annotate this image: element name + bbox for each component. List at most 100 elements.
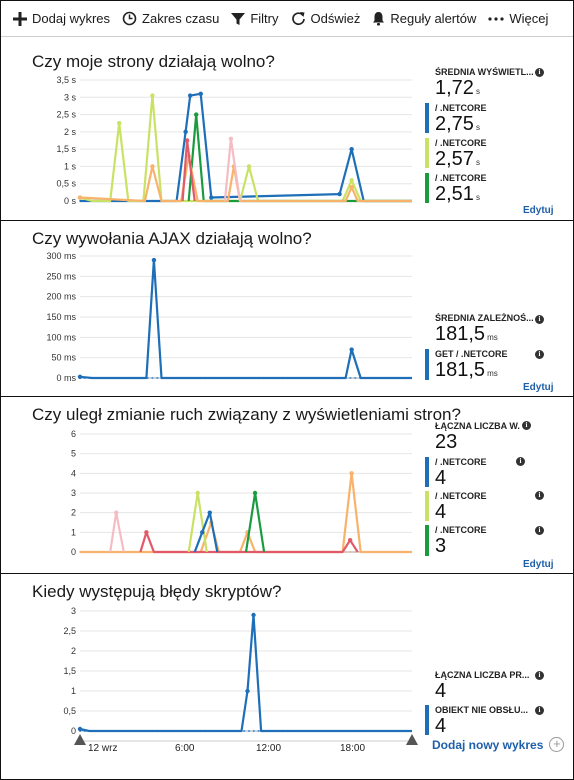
series-color-bar <box>425 173 429 203</box>
data-point <box>349 347 354 352</box>
panel-divider <box>1 396 573 397</box>
refresh-button[interactable]: Odśwież <box>285 1 367 37</box>
panel-title-page-views: Czy moje strony działają wolno? <box>32 52 275 71</box>
info-icon[interactable]: i <box>535 315 544 324</box>
info-icon[interactable]: i <box>516 457 525 466</box>
metric-card[interactable]: / .NETCORE 3 <box>425 525 555 557</box>
series-color-bar <box>425 491 429 521</box>
series-line <box>139 531 359 554</box>
y-tick-label: 1 s <box>64 161 77 171</box>
metric-value: 4 <box>435 715 447 737</box>
info-icon[interactable]: i <box>535 350 544 359</box>
data-point <box>150 164 155 169</box>
edit-link[interactable]: Edytuj <box>523 559 554 570</box>
metric-label: ŁĄCZNA LICZBA W... <box>435 421 520 431</box>
clock-icon <box>122 11 137 26</box>
baseline-dot <box>243 729 246 733</box>
metric-card[interactable]: ŁĄCZNA LICZBA PR... 4 <box>425 670 555 702</box>
info-icon[interactable]: i <box>535 706 544 715</box>
series-color-bar <box>425 349 429 380</box>
y-tick-label: 1 <box>71 527 76 537</box>
series-color-bar <box>425 705 429 735</box>
y-tick-label: 5 <box>71 449 76 459</box>
add-new-chart-button[interactable]: Dodaj nowy wykres + <box>432 737 565 752</box>
info-icon[interactable]: i <box>535 68 544 77</box>
data-point <box>200 530 205 535</box>
data-point <box>183 129 188 135</box>
panel-title-script-errors: Kiedy występują błędy skryptów? <box>32 582 282 601</box>
add-new-chart-label: Dodaj nowy wykres <box>432 737 544 752</box>
data-point <box>349 178 354 183</box>
y-tick-label: 0 <box>71 726 76 736</box>
metric-card[interactable]: ŚREDNIA WYŚWIETL... 1,72 s <box>425 67 555 103</box>
data-point <box>207 510 212 515</box>
data-point <box>77 195 83 200</box>
metric-value: 1,72 <box>435 77 474 99</box>
y-tick-label: 0,5 <box>63 706 76 716</box>
info-icon[interactable]: i <box>535 671 544 680</box>
metric-label: ŚREDNIA ZALEŻNOŚ... <box>435 313 534 323</box>
series-line <box>193 511 219 553</box>
metric-card[interactable]: / .NETCORE 4 <box>425 457 555 489</box>
panel-title-ajax: Czy wywołania AJAX działają wolno? <box>32 229 312 248</box>
metric-card[interactable]: / .NETCORE 4 <box>425 491 555 523</box>
filters-label: Filtry <box>250 11 279 26</box>
add-chart-button[interactable]: Dodaj wykres <box>7 1 116 37</box>
baseline-dot <box>349 550 352 554</box>
y-tick-label: 0 ms <box>56 373 76 383</box>
metric-card[interactable]: GET / .NETCORE 181,5 ms <box>425 349 555 385</box>
edit-link[interactable]: Edytuj <box>523 382 554 393</box>
edit-link[interactable]: Edytuj <box>523 205 554 216</box>
data-point <box>337 191 342 197</box>
metric-label: / .NETCORE <box>435 138 487 148</box>
y-tick-label: 1,5 <box>63 666 76 676</box>
baseline-dot <box>156 376 159 380</box>
data-point <box>246 164 252 169</box>
metric-card[interactable]: / .NETCORE 2,75 s <box>425 103 555 139</box>
add-chart-label: Dodaj wykres <box>32 11 111 26</box>
info-icon[interactable]: i <box>522 421 531 430</box>
y-tick-label: 3 <box>71 606 76 616</box>
time-range-button[interactable]: Zakres czasu <box>116 1 225 37</box>
metric-card[interactable]: / .NETCORE 2,57 s <box>425 138 555 174</box>
y-tick-label: 250 ms <box>46 271 76 281</box>
filters-button[interactable]: Filtry <box>225 1 284 37</box>
y-tick-label: 6 <box>71 429 76 439</box>
series-color-bar <box>425 103 429 133</box>
refresh-icon <box>291 12 305 25</box>
more-button[interactable]: Więcej <box>482 1 554 37</box>
y-tick-label: 3 <box>71 488 76 498</box>
metric-unit: s <box>475 193 480 202</box>
data-point <box>349 471 354 476</box>
info-icon[interactable]: i <box>535 491 544 500</box>
baseline-dot <box>354 376 357 380</box>
more-label: Więcej <box>509 11 549 26</box>
data-point <box>150 93 155 98</box>
info-icon[interactable]: i <box>535 526 544 535</box>
metric-value: 2,75 <box>435 113 474 135</box>
metric-card[interactable]: ŚREDNIA ZALEŻNOŚ... 181,5 ms <box>425 313 555 349</box>
metric-label: / .NETCORE <box>435 173 487 183</box>
metric-card[interactable]: OBIEKT NIE OBSŁU... 4 <box>425 705 555 737</box>
y-tick-label: 1,5 s <box>56 144 76 154</box>
metric-unit: s <box>475 87 480 96</box>
metric-card[interactable]: / .NETCORE 2,51 s <box>425 173 555 209</box>
panel-divider <box>1 573 573 574</box>
bell-icon <box>373 12 385 26</box>
y-tick-label: 0 s <box>64 196 77 206</box>
x-axis-label: 12:00 <box>256 743 282 754</box>
panel-divider <box>1 220 573 221</box>
metric-label: / .NETCORE <box>435 457 487 467</box>
data-point <box>77 726 83 732</box>
refresh-label: Odśwież <box>310 11 361 26</box>
data-point <box>245 688 250 694</box>
baseline-dot <box>354 550 357 554</box>
metric-value: 3 <box>435 535 447 557</box>
alert-rules-button[interactable]: Reguły alertów <box>366 1 482 37</box>
metric-card[interactable]: ŁĄCZNA LICZBA W... 23 <box>425 421 555 453</box>
series-line <box>187 113 412 203</box>
series-color-bar <box>425 525 429 556</box>
data-point <box>349 184 354 190</box>
metric-label: / .NETCORE <box>435 491 487 501</box>
